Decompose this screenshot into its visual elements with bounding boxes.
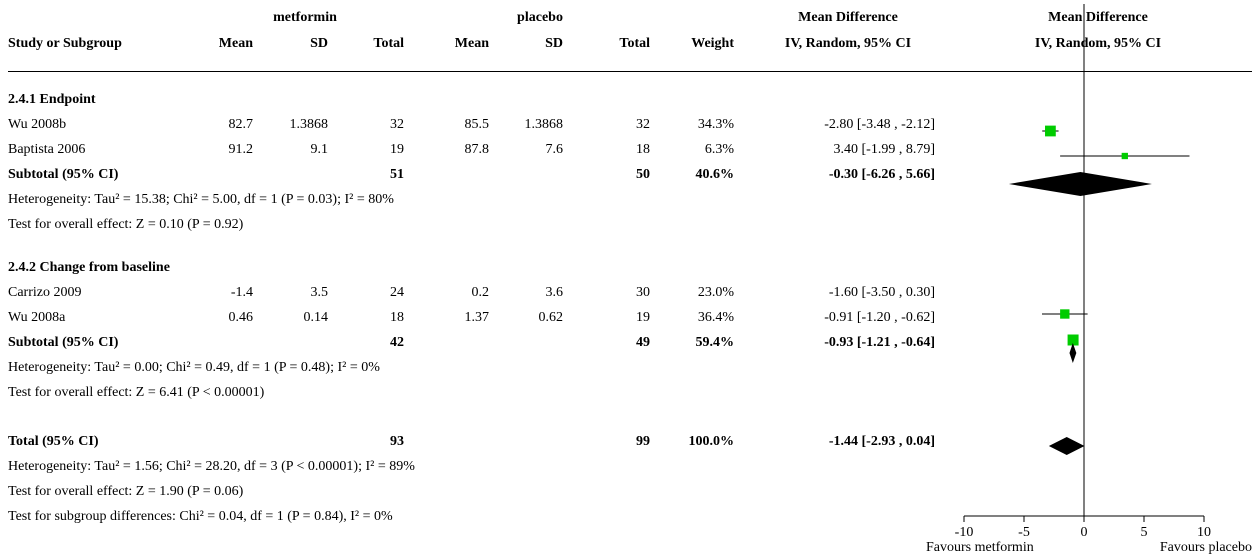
study-total2: 18 [636,142,650,157]
md-text-header-top: Mean Difference [798,10,898,25]
study-mean2: 85.5 [464,117,490,132]
md-plot-header-top: Mean Difference [1048,10,1148,25]
x-tick-label: 10 [1197,525,1211,540]
study-name: Wu 2008a [8,310,66,325]
study-sd1: 0.14 [303,310,329,325]
total-total1: 93 [390,434,404,449]
study-ci: -2.80 [-3.48 , -2.12] [824,117,935,132]
x-tick-label: 5 [1141,525,1148,540]
subtotal-ci: -0.30 [-6.26 , 5.66] [828,167,935,182]
group1-header: metformin [273,10,337,25]
heterogeneity-text: Heterogeneity: Tau² = 15.38; Chi² = 5.00… [8,192,394,207]
study-name: Wu 2008b [8,117,67,132]
overall-effect-text: Test for overall effect: Z = 6.41 (P < 0… [8,385,265,400]
study-marker [1060,309,1070,319]
mean2-column-header: Mean [454,36,489,51]
study-marker [1067,334,1079,346]
study-column-header: Study or Subgroup [8,36,122,51]
x-tick-label: -10 [955,525,974,540]
study-mean1: -1.4 [230,285,253,300]
study-mean1: 91.2 [228,142,254,157]
mean1-column-header: Mean [218,36,253,51]
study-mean2: 1.37 [464,310,490,325]
study-total2: 32 [636,117,650,132]
study-mean1: 82.7 [228,117,254,132]
total2-column-header: Total [619,36,650,51]
study-total2: 19 [636,310,650,325]
subtotal-total2: 50 [636,167,650,182]
study-mean2: 87.8 [464,142,490,157]
total-total2: 99 [636,434,650,449]
weight-column-header: Weight [691,36,734,51]
favours-left-label: Favours metformin [926,540,1034,555]
study-ci: 3.40 [-1.99 , 8.79] [833,142,936,157]
study-total2: 30 [636,285,650,300]
header-divider [8,71,1252,72]
subtotal-label: Subtotal (95% CI) [8,167,119,182]
total-label: Total (95% CI) [8,434,99,449]
study-sd2: 0.62 [538,310,564,325]
subtotal-total1: 51 [390,167,404,182]
subgroup-title: 2.4.1 Endpoint [8,92,96,107]
study-total1: 18 [390,310,404,325]
summary-diamond [1008,172,1152,196]
total-overall-effect-text: Test for overall effect: Z = 1.90 (P = 0… [8,484,244,499]
study-ci: -1.60 [-3.50 , 0.30] [828,285,935,300]
study-sd1: 1.3868 [289,117,329,132]
heterogeneity-text: Heterogeneity: Tau² = 0.00; Chi² = 0.49,… [8,360,380,375]
study-sd1: 3.5 [310,285,329,300]
total-heterogeneity-text: Heterogeneity: Tau² = 1.56; Chi² = 28.20… [8,459,415,474]
subtotal-total2: 49 [636,335,650,350]
x-tick-label: -5 [1018,525,1030,540]
study-weight: 36.4% [697,310,734,325]
subtotal-total1: 42 [390,335,404,350]
md-plot-header-bottom: IV, Random, 95% CI [1034,36,1162,51]
study-marker [1121,152,1128,160]
study-weight: 23.0% [697,285,734,300]
sd2-column-header: SD [545,36,563,51]
md-text-header-bottom: IV, Random, 95% CI [784,36,912,51]
summary-diamond [1069,343,1077,363]
study-sd2: 7.6 [545,142,564,157]
subgroup-differences-text: Test for subgroup differences: Chi² = 0.… [8,509,393,524]
total-ci: -1.44 [-2.93 , 0.04] [828,434,935,449]
subtotal-label: Subtotal (95% CI) [8,335,119,350]
total-weight: 100.0% [688,434,735,449]
study-marker [1045,125,1056,137]
overall-effect-text: Test for overall effect: Z = 0.10 (P = 0… [8,217,244,232]
x-tick-label: 0 [1081,525,1088,540]
study-sd1: 9.1 [310,142,329,157]
study-ci: -0.91 [-1.20 , -0.62] [824,310,935,325]
study-sd2: 3.6 [545,285,564,300]
group2-header: placebo [517,10,563,25]
subtotal-weight: 59.4% [695,335,735,350]
study-weight: 34.3% [697,117,734,132]
study-name: Baptista 2006 [8,142,86,157]
study-mean1: 0.46 [228,310,254,325]
summary-diamond [1048,437,1085,455]
study-total1: 32 [390,117,404,132]
subtotal-ci: -0.93 [-1.21 , -0.64] [824,335,935,350]
favours-right-label: Favours placebo [1159,540,1252,555]
total1-column-header: Total [373,36,404,51]
sd1-column-header: SD [310,36,328,51]
study-total1: 19 [390,142,404,157]
study-weight: 6.3% [704,142,734,157]
subtotal-weight: 40.6% [695,167,735,182]
study-name: Carrizo 2009 [8,285,82,300]
study-total1: 24 [390,285,404,300]
study-sd2: 1.3868 [524,117,564,132]
subgroup-title: 2.4.2 Change from baseline [8,260,170,275]
study-mean2: 0.2 [471,285,490,300]
